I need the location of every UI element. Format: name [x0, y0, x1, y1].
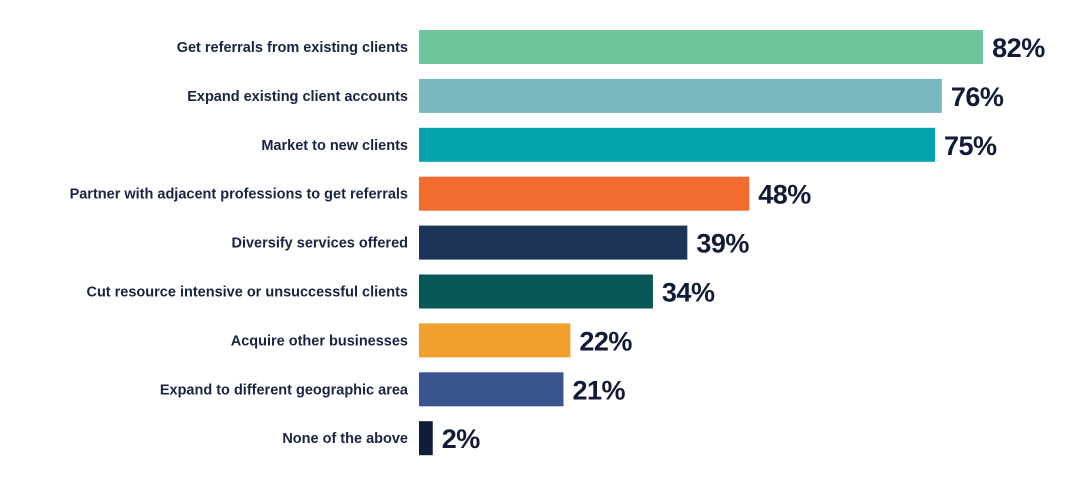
bar — [419, 127, 935, 162]
bar-row: Diversify services offered 39% — [231, 225, 750, 260]
value-label: 48% — [758, 180, 811, 210]
value-label: 75% — [944, 131, 997, 161]
bar-row: Expand existing client accounts 76% — [187, 78, 1004, 113]
value-label: 21% — [572, 375, 625, 405]
bar-row: Expand to different geographic area 21% — [160, 372, 626, 407]
category-label: Diversify services offered — [231, 236, 408, 252]
value-label: 82% — [992, 33, 1045, 63]
bar — [419, 30, 984, 64]
category-label: Partner with adjacent professions to get… — [70, 187, 408, 203]
bar — [419, 421, 433, 456]
bar — [419, 323, 571, 358]
bar-row: Acquire other businesses 22% — [231, 323, 633, 358]
bar — [419, 274, 653, 309]
category-label: Acquire other businesses — [231, 333, 408, 349]
bar — [419, 225, 688, 260]
category-label: Market to new clients — [261, 138, 408, 154]
bar-row: Get referrals from existing clients 82% — [177, 30, 1046, 64]
bar-row: Market to new clients 75% — [261, 127, 998, 162]
bar-row: None of the above 2% — [282, 421, 481, 456]
bar — [419, 372, 564, 407]
category-label: Cut resource intensive or unsuccessful c… — [86, 285, 408, 301]
category-label: Get referrals from existing clients — [177, 40, 408, 56]
value-label: 39% — [696, 229, 749, 259]
category-label: None of the above — [282, 431, 408, 447]
category-label: Expand existing client accounts — [187, 89, 408, 105]
bar-row: Partner with adjacent professions to get… — [70, 176, 812, 211]
value-label: 22% — [579, 326, 632, 356]
bar — [419, 176, 750, 211]
value-label: 2% — [442, 424, 481, 454]
value-label: 34% — [662, 278, 715, 308]
category-label: Expand to different geographic area — [160, 382, 409, 398]
bar-row: Cut resource intensive or unsuccessful c… — [86, 274, 715, 309]
bar — [419, 78, 942, 113]
value-label: 76% — [951, 82, 1004, 112]
